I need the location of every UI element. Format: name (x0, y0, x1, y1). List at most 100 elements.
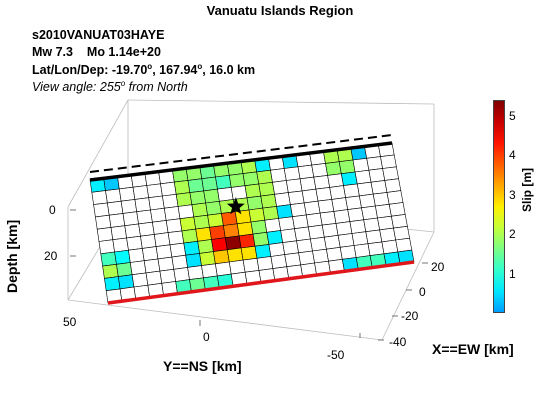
view-suffix: from North (125, 80, 188, 95)
x-tick-minus20: -20 (401, 309, 419, 323)
slip-cell-r6-c1 (114, 249, 131, 265)
y-tick-minus50: -50 (327, 348, 345, 362)
slip-cell-r5-c4 (153, 232, 171, 247)
slip-cell-r8-c17 (339, 245, 357, 260)
slip-cell-r7-c20 (379, 227, 397, 243)
slip-cell-r6-c18 (349, 219, 367, 234)
slip-cell-r2-c9 (217, 187, 234, 202)
slip-cell-r1-c20 (366, 156, 383, 171)
slip-cell-r5-c2 (126, 235, 143, 251)
colorbar-tick-1: 1 (509, 266, 516, 281)
slip-cell-r3-c21 (384, 178, 402, 193)
slip-cell-r8-c15 (312, 248, 329, 264)
slip-cell-r1-c17 (325, 161, 342, 176)
slip-cell-r5-c7 (195, 226, 212, 242)
slip-cell-r1-c2 (118, 186, 136, 202)
slip-cell-r2-c1 (107, 200, 124, 216)
slip-cell-r5-c21 (388, 202, 406, 217)
slip-cell-r4-c3 (138, 221, 155, 237)
slip-cell-r4-c11 (248, 207, 266, 223)
slip-cell-r5-c13 (278, 216, 295, 231)
slip-cell-r2-c3 (134, 197, 151, 213)
slip-cell-r5-c9 (223, 223, 240, 239)
slip-cell-r3-c4 (150, 207, 167, 223)
slip-cell-r7-c16 (323, 234, 341, 250)
slip-cell-r8-c11 (256, 256, 274, 271)
box-edge-0 (127, 99, 435, 105)
slip-cell-r4-c12 (262, 206, 279, 221)
slip-cell-r4-c5 (165, 218, 183, 233)
slip-cell-r6-c12 (266, 230, 284, 245)
slip-cell-r2-c18 (340, 171, 358, 186)
surface-projection-line (89, 134, 393, 173)
slip-cell-r5-c8 (209, 225, 226, 240)
slip-cell-r2-c15 (299, 176, 317, 192)
slip-cell-r6-c21 (391, 214, 408, 229)
slip-cell-r8-c7 (201, 263, 218, 279)
slip-cell-r7-c7 (199, 251, 216, 266)
slip-cell-r2-c0 (93, 202, 110, 218)
slip-cell-r5-c0 (98, 239, 115, 255)
slip-cell-r4-c0 (96, 227, 114, 242)
x-tick-minus40: -40 (389, 335, 407, 349)
slip-cell-r3-c2 (122, 211, 139, 227)
slip-cell-r1-c10 (228, 173, 246, 188)
slip-cell-r8-c12 (270, 254, 288, 269)
mw-value: Mw 7.3 (32, 45, 73, 59)
slip-cell-r5-c17 (333, 209, 351, 224)
slip-cell-r3-c0 (95, 214, 112, 230)
z-tick-20: 20 (44, 249, 58, 263)
slip-cell-r6-c2 (128, 248, 145, 263)
slip-cell-r2-c4 (148, 195, 165, 211)
slip-cell-r5-c1 (112, 237, 129, 253)
slip-cell-r7-c18 (351, 231, 369, 246)
slip-cell-r5-c5 (167, 230, 185, 246)
slip-cell-r3-c20 (370, 180, 388, 195)
slip-cell-r6-c6 (183, 240, 200, 256)
slip-cell-r4-c15 (303, 200, 321, 216)
slip-cell-r7-c2 (129, 260, 147, 276)
colorbar-tick-3: 3 (509, 187, 516, 202)
slip-cell-r5-c6 (181, 228, 199, 244)
slip-cell-r6-c0 (100, 251, 117, 267)
y-axis-label: Y==NS [km] (163, 358, 242, 374)
slip-cell-r1-c5 (160, 181, 177, 197)
slip-cell-r4-c4 (152, 220, 169, 235)
slip-cell-r7-c4 (157, 256, 175, 272)
slip-cell-r1-c15 (297, 164, 315, 180)
slip-cell-r2-c16 (313, 175, 331, 190)
slip-cell-r4-c10 (234, 209, 252, 225)
slip-cell-r3-c19 (356, 181, 374, 197)
view-angle-line: View angle: 255o from North (32, 79, 188, 94)
slip-cell-r6-c14 (294, 226, 311, 242)
slip-cell-r4-c17 (331, 197, 349, 212)
lon-degree: o (197, 62, 203, 71)
slip-cell-r1-c8 (201, 176, 218, 192)
hypocenter-star (226, 197, 245, 215)
view-degree: o (120, 79, 126, 88)
slip-cell-r5-c19 (361, 205, 378, 221)
box-edge-5 (381, 231, 435, 341)
slip-cell-r7-c12 (268, 242, 286, 257)
slip-cell-r4-c18 (345, 195, 362, 210)
slip-cell-r7-c11 (254, 244, 272, 259)
slip-grid (89, 142, 415, 304)
slip-cell-r4-c6 (179, 216, 197, 232)
slip-cell-r5-c16 (319, 211, 337, 226)
slip-cell-r6-c16 (321, 223, 339, 238)
slip-cell-r1-c11 (242, 171, 260, 187)
slip-cell-r3-c8 (205, 200, 222, 216)
slip-cell-r1-c4 (146, 183, 163, 199)
slip-cell-r8-c19 (367, 241, 385, 256)
slip-cell-r1-c21 (380, 154, 397, 169)
slip-cell-r5-c12 (264, 218, 282, 233)
slip-cell-r7-c13 (282, 240, 299, 255)
slip-cell-r3-c15 (301, 188, 319, 204)
lon-value: , 167.94 (152, 63, 198, 78)
slip-cell-r1-c12 (256, 169, 273, 185)
slip-cell-r1-c18 (338, 159, 356, 175)
slip-cell-r4-c1 (110, 225, 127, 241)
slip-cell-r8-c2 (131, 272, 149, 288)
slip-cell-r6-c15 (307, 224, 325, 240)
slip-cell-r7-c14 (296, 238, 313, 254)
